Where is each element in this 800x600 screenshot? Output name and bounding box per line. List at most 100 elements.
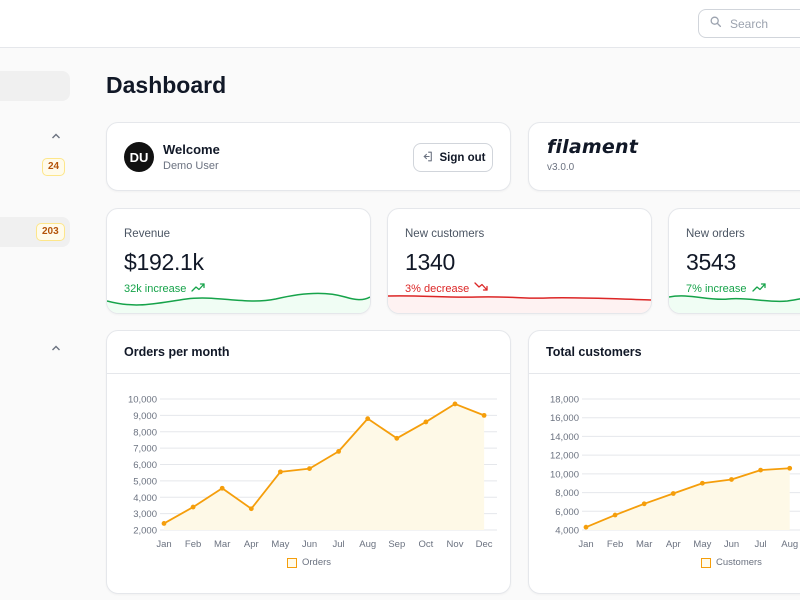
stat-sparkline [669, 295, 800, 313]
chart-title: Total customers [546, 345, 642, 359]
data-point [161, 521, 167, 526]
data-point [583, 524, 589, 530]
data-point [423, 419, 429, 425]
legend-swatch [287, 557, 297, 568]
chart-card-orders: Orders per month 2,000 3,000 4,000 5,000 6,0… [106, 330, 511, 594]
series-line [585, 467, 790, 529]
x-tick-label: Jan [578, 539, 593, 550]
y-tick-label: 8,000 [555, 488, 579, 499]
x-tick-label: Mar [636, 539, 652, 550]
stat-description-text: 3% decrease [405, 282, 470, 295]
chevron-up-icon[interactable] [50, 129, 62, 141]
x-tick-label: Feb [185, 539, 201, 550]
data-point [758, 467, 763, 473]
y-tick-label: 7,000 [133, 444, 157, 455]
y-tick-label: 6,000 [133, 460, 157, 471]
filament-logo[interactable]: filament [547, 136, 639, 158]
x-tick-label: Mar [214, 539, 230, 550]
y-tick-label: 3,000 [133, 509, 157, 520]
divider [107, 373, 510, 374]
search-box[interactable] [698, 9, 800, 38]
data-point [394, 435, 400, 441]
stat-value: 3543 [686, 249, 736, 275]
x-tick-label: Jul [333, 539, 345, 550]
stat-label: Revenue [124, 228, 171, 240]
y-tick-label: 10,000 [128, 395, 157, 406]
sidebar-item-dashboard[interactable] [0, 71, 70, 101]
y-tick-label: 4,000 [133, 493, 157, 504]
x-tick-label: Sep [388, 539, 405, 550]
chart-legend[interactable]: Customers [701, 557, 762, 568]
data-point [787, 465, 793, 471]
chevron-up-icon[interactable] [50, 341, 62, 353]
series-area [586, 468, 790, 530]
stat-card-new-orders: New orders 3543 7% increase [668, 208, 800, 314]
version-label: v3.0.0 [547, 162, 575, 173]
chart-legend[interactable]: Orders [287, 557, 331, 568]
chart-title: Orders per month [124, 345, 230, 359]
y-tick-label: 6,000 [555, 507, 579, 518]
data-point [365, 416, 371, 422]
sidebar: 24 203 [0, 48, 80, 600]
y-tick-label: 12,000 [550, 451, 579, 462]
stat-card-revenue: Revenue $192.1k 32k increase [106, 208, 371, 314]
data-point [641, 501, 647, 507]
logout-icon [421, 150, 434, 166]
sidebar-badge-count: 24 [42, 158, 66, 176]
data-point [670, 491, 676, 496]
data-point [219, 485, 225, 491]
x-tick-label: Jul [755, 539, 767, 550]
stat-description: 32k increase [124, 282, 206, 295]
topbar [0, 0, 800, 48]
series-line [163, 403, 485, 525]
y-tick-label: 10,000 [550, 469, 579, 480]
stat-value: 1340 [405, 249, 455, 275]
data-point [248, 506, 254, 512]
y-tick-label: 18,000 [550, 395, 579, 406]
data-point [452, 401, 458, 407]
search-icon [709, 15, 722, 33]
y-tick-label: 5,000 [133, 476, 157, 487]
series-area [164, 403, 485, 530]
x-tick-label: Apr [666, 539, 681, 550]
stat-description: 7% increase [686, 282, 766, 295]
trend-down-icon [474, 282, 488, 295]
data-point [190, 504, 196, 510]
filament-info-widget: filament v3.0.0 [528, 122, 800, 191]
data-point [700, 480, 705, 486]
x-tick-label: Aug [359, 539, 376, 550]
x-tick-label: Jun [302, 539, 317, 550]
data-point [278, 469, 283, 475]
x-tick-label: May [693, 539, 711, 550]
x-tick-label: May [271, 539, 289, 550]
user-name: Demo User [163, 160, 219, 172]
data-point [307, 466, 312, 471]
welcome-heading: Welcome [163, 142, 220, 157]
search-input[interactable] [730, 16, 800, 31]
legend-label: Customers [716, 557, 762, 568]
x-tick-label: Jan [156, 539, 171, 550]
trend-up-icon [751, 282, 766, 295]
y-tick-label: 2,000 [133, 526, 157, 537]
legend-swatch [701, 557, 711, 568]
stat-description-text: 32k increase [124, 282, 187, 295]
data-point [612, 512, 618, 518]
x-tick-label: Aug [781, 539, 798, 550]
stat-label: New customers [405, 228, 485, 240]
divider [529, 373, 800, 374]
legend-label: Orders [302, 557, 332, 568]
avatar[interactable]: DU [124, 142, 154, 172]
stat-label: New orders [686, 228, 745, 240]
x-tick-label: Feb [607, 539, 623, 550]
stat-value: $192.1k [124, 249, 204, 275]
stat-description: 3% decrease [405, 282, 488, 295]
orders-chart: 2,000 3,000 4,000 5,000 6,000 7,000 8,000 9,000… [128, 395, 497, 550]
data-point [336, 449, 341, 454]
stat-sparkline [107, 292, 370, 313]
chart-card-customers: Total customers 4,000 6,000 8,000 10,000 12,… [528, 330, 800, 594]
sign-out-button[interactable]: Sign out [413, 143, 493, 172]
data-point [481, 412, 487, 418]
sidebar-badge-count: 203 [36, 223, 65, 241]
x-tick-label: Apr [244, 539, 259, 550]
trend-up-icon [191, 282, 206, 295]
